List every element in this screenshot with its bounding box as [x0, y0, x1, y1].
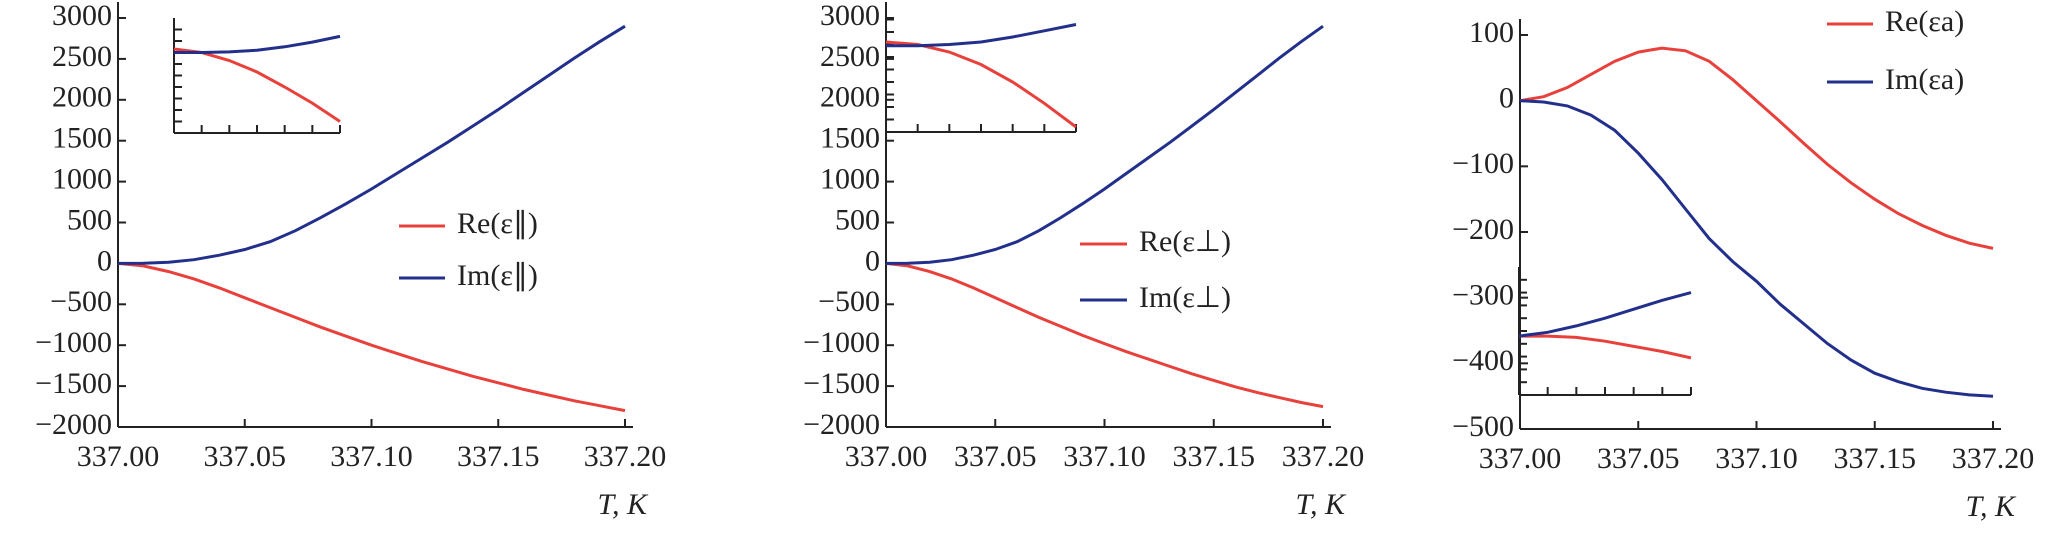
inset-line — [1518, 291, 1692, 338]
y-tick-label: 2500 — [820, 40, 880, 73]
x-tick-label: 337.15 — [1834, 442, 1917, 475]
x-tick-label: 337.20 — [584, 440, 667, 473]
legend-label: Im(εa) — [1885, 63, 1964, 96]
inset-line — [174, 34, 341, 54]
y-tick-label: −1000 — [803, 326, 880, 359]
inset-line — [886, 23, 1077, 48]
y-tick-label: −1000 — [35, 326, 112, 359]
x-tick-label: 337.15 — [457, 440, 540, 473]
x-tick-label: 337.20 — [1282, 440, 1365, 473]
y-tick-label: 3000 — [820, 0, 880, 32]
x-axis-label: T, K — [598, 488, 649, 521]
y-tick-label: −500 — [818, 285, 880, 318]
y-tick-label: −500 — [50, 285, 112, 318]
y-tick-label: 1000 — [52, 162, 112, 195]
y-tick-label: 500 — [67, 203, 112, 236]
y-tick-label: 2000 — [52, 81, 112, 114]
inset-line — [885, 40, 1077, 129]
y-tick-label: −200 — [1452, 213, 1514, 246]
y-tick-label: 1000 — [820, 162, 880, 195]
x-tick-label: 337.00 — [77, 440, 160, 473]
data-line — [117, 261, 626, 413]
y-tick-label: 1500 — [820, 122, 880, 155]
y-tick-label: −300 — [1452, 279, 1514, 312]
x-tick-label: 337.15 — [1173, 440, 1256, 473]
inset-line — [1519, 334, 1692, 360]
y-tick-label: −100 — [1452, 147, 1514, 180]
inset-line — [173, 47, 341, 123]
x-axis-label: T, K — [1296, 488, 1347, 521]
x-tick-label: 337.05 — [954, 440, 1037, 473]
x-tick-label: 337.00 — [1479, 442, 1562, 475]
legend-label: Re(ε⊥) — [1139, 225, 1231, 258]
y-tick-label: −400 — [1452, 344, 1514, 377]
legend-label: Im(ε⊥) — [1139, 281, 1231, 314]
x-tick-label: 337.05 — [1597, 442, 1680, 475]
y-tick-label: 2000 — [820, 81, 880, 114]
x-tick-label: 337.00 — [845, 440, 928, 473]
y-tick-label: 1500 — [52, 122, 112, 155]
x-axis-label: T, K — [1966, 490, 2017, 523]
legend-label: Re(ε∥) — [457, 207, 538, 240]
y-tick-label: −500 — [1452, 410, 1514, 443]
y-tick-label: −2000 — [803, 408, 880, 441]
x-tick-label: 337.10 — [1063, 440, 1146, 473]
x-tick-label: 337.10 — [330, 440, 413, 473]
y-tick-label: 0 — [97, 244, 112, 277]
legend-label: Re(εa) — [1885, 5, 1964, 38]
y-tick-label: −1500 — [803, 367, 880, 400]
y-tick-label: 0 — [865, 244, 880, 277]
y-tick-label: 0 — [1499, 82, 1514, 115]
x-tick-label: 337.10 — [1715, 442, 1798, 475]
legend-label: Im(ε∥) — [457, 259, 538, 292]
y-tick-label: 100 — [1469, 16, 1514, 49]
data-line — [885, 261, 1324, 409]
data-line — [1519, 99, 1994, 398]
y-tick-label: −2000 — [35, 408, 112, 441]
data-line — [885, 24, 1324, 265]
data-line — [1519, 46, 1994, 250]
y-tick-label: 500 — [835, 203, 880, 236]
x-tick-label: 337.05 — [204, 440, 287, 473]
y-tick-label: 2500 — [52, 40, 112, 73]
y-tick-label: −1500 — [35, 367, 112, 400]
y-tick-label: 3000 — [52, 0, 112, 32]
data-line — [117, 24, 626, 265]
x-tick-label: 337.20 — [1952, 442, 2035, 475]
